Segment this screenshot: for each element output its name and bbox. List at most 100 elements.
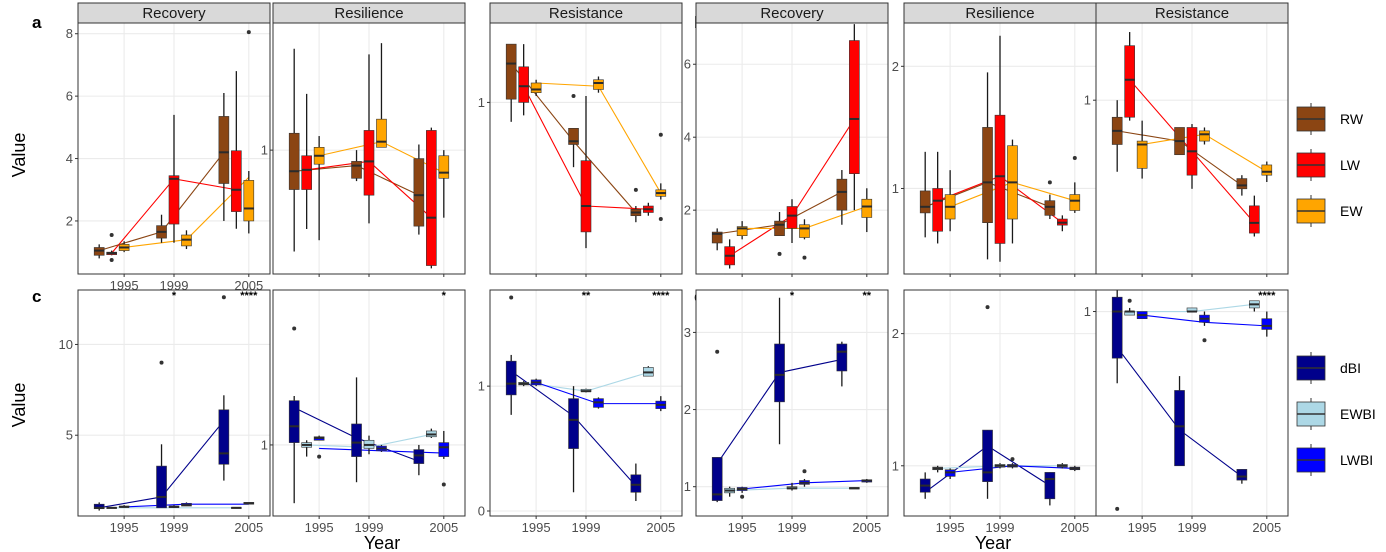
legend-label: EWBI [1340, 406, 1376, 422]
box-ew-2005 [1261, 161, 1273, 182]
significance-marker: * [442, 290, 447, 302]
box-ew-2005 [438, 150, 450, 218]
strip-title: Resilience [334, 5, 403, 22]
significance-marker: * [172, 290, 177, 302]
strip-header [695, 2, 889, 24]
box-ewbi-1994 [724, 486, 735, 497]
box-body [568, 128, 579, 145]
box-dbi-1998 [774, 297, 785, 445]
box-lw-2004 [849, 24, 860, 211]
box-body [919, 190, 931, 214]
box-body [288, 132, 300, 190]
strip-title: Recovery [142, 5, 206, 22]
box-body [736, 226, 748, 236]
box-lwbi-1995 [530, 378, 542, 387]
box-body [799, 224, 810, 238]
box-lw-2004 [1057, 215, 1068, 232]
legend-item-ewbi: EWBI [1296, 398, 1376, 430]
box-body [786, 206, 798, 229]
box-body [530, 82, 542, 94]
y-tick-label: 1 [892, 181, 899, 196]
box-rw-2003 [218, 93, 230, 221]
box-lwbi-2000 [799, 469, 810, 487]
x-tick-label: 1999 [778, 520, 807, 535]
box-lwbi-2005 [1069, 465, 1081, 472]
x-tick-label: 1995 [728, 520, 757, 535]
box-dbi-1998 [1174, 376, 1185, 467]
box-rw-2003 [836, 170, 848, 225]
significance-marker: **** [1258, 290, 1276, 302]
box-body [351, 161, 362, 179]
box-lw-1999 [168, 114, 180, 243]
box-dbi-1993 [505, 295, 517, 415]
box-body [1136, 140, 1148, 169]
box-body [1044, 200, 1056, 216]
x-tick-label: 2005 [429, 520, 458, 535]
legend-item-lwbi: LWBI [1296, 444, 1373, 476]
outlier-point [292, 326, 297, 331]
box-rw-1998 [982, 72, 993, 260]
box-body [774, 343, 785, 403]
box-lw-1999 [1186, 124, 1198, 189]
significance-marker: **** [652, 290, 670, 302]
box-dbi-1993 [1111, 290, 1123, 511]
significance-marker: ** [863, 290, 872, 302]
legend-item-ew: EW [1296, 195, 1363, 227]
box-body [505, 360, 517, 396]
box-rw-2003 [1236, 175, 1248, 196]
strip-header [272, 2, 466, 24]
box-lw-2004 [426, 127, 437, 269]
y-tick-label: 6 [684, 57, 691, 72]
x-tick-label: 1995 [305, 520, 334, 535]
outlier-point [658, 216, 663, 221]
box-body [1261, 318, 1273, 330]
panel-8: * 1 1995 1999 2005 [261, 289, 466, 535]
y-tick-label: 2 [66, 213, 73, 228]
box-dbi-1998 [568, 386, 579, 493]
outlier-point [1115, 506, 1120, 511]
box-body [518, 66, 529, 103]
box-dbi-1993 [711, 349, 723, 503]
box-dbi-2003 [1236, 469, 1248, 484]
box-body [413, 158, 425, 227]
box-body [982, 127, 993, 223]
box-dbi-1993 [919, 472, 931, 499]
box-lwbi-1995 [736, 486, 748, 499]
legend-item-rw: RW [1296, 103, 1364, 135]
box-body [413, 449, 425, 464]
box-body [711, 457, 723, 501]
outlier-point [658, 132, 663, 137]
box-ewbi-1999 [168, 505, 180, 508]
strip-header [77, 2, 271, 24]
legend-item-dbi: dBI [1296, 352, 1361, 384]
y-tick-label: 1 [1084, 304, 1091, 319]
box-body [218, 116, 230, 184]
box-lw-1994 [301, 93, 312, 229]
y-tick-label: 0 [478, 504, 485, 519]
box-body [1124, 45, 1135, 118]
box-lwbi-2000 [376, 444, 387, 452]
box-lwbi-1995 [1136, 311, 1148, 319]
strip-title: Recovery [760, 5, 824, 22]
panels: Recovery2468199519992005Resilience1**Res… [59, 2, 1289, 535]
outlier-point [802, 469, 807, 474]
box-dbi-2003 [413, 444, 425, 476]
box-body [426, 130, 437, 266]
box-rw-1993 [919, 151, 931, 238]
box-ewbi-1994 [301, 440, 312, 457]
box-ew-2005 [861, 188, 873, 233]
box-body [711, 231, 723, 244]
x-tick-label: 1995 [936, 520, 965, 535]
legend-label: EW [1340, 203, 1363, 219]
y-tick-label: 2 [684, 203, 691, 218]
x-tick-label: 1999 [160, 520, 189, 535]
y-axis-label-bottom: Value [9, 383, 29, 428]
box-body [301, 155, 312, 190]
significance-marker: ** [582, 290, 591, 302]
box-body [982, 429, 993, 482]
box-body [288, 400, 300, 443]
